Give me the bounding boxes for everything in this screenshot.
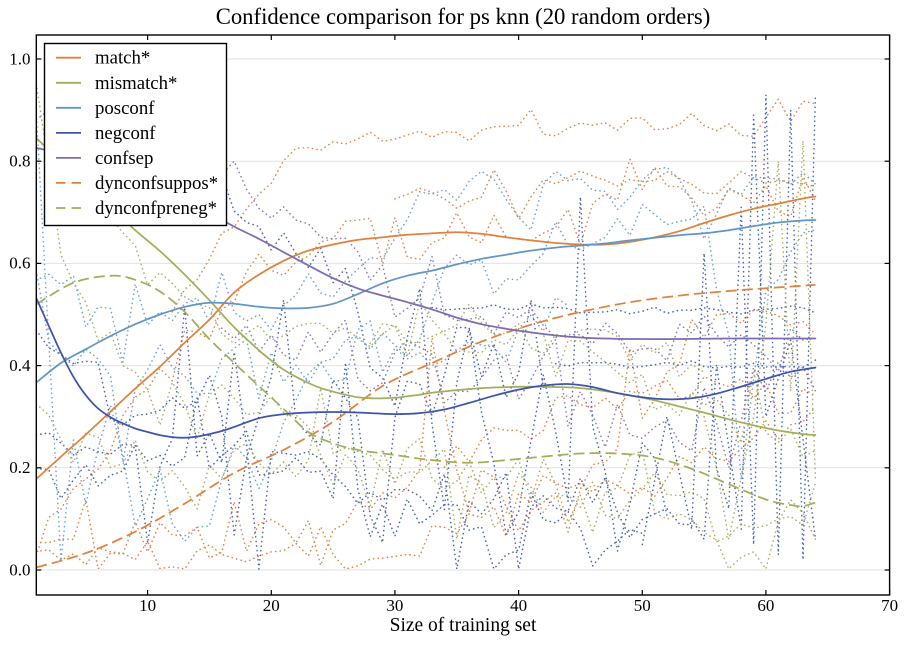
svg-text:0.4: 0.4	[9, 356, 31, 375]
svg-text:10: 10	[139, 596, 156, 615]
svg-text:0.8: 0.8	[9, 152, 30, 171]
svg-text:dynconfpreneg*: dynconfpreneg*	[95, 198, 217, 219]
svg-text:50: 50	[634, 596, 651, 615]
svg-text:70: 70	[881, 596, 898, 615]
svg-text:40: 40	[510, 596, 527, 615]
svg-text:posconf: posconf	[95, 98, 155, 119]
svg-text:confsep: confsep	[95, 148, 153, 169]
svg-text:30: 30	[386, 596, 403, 615]
svg-text:mismatch*: mismatch*	[95, 73, 177, 94]
svg-text:Confidence comparison for ps k: Confidence comparison for ps knn (20 ran…	[216, 4, 711, 29]
svg-text:0.2: 0.2	[9, 458, 30, 477]
svg-text:0.0: 0.0	[9, 560, 30, 579]
svg-text:Size of training set: Size of training set	[390, 615, 537, 636]
svg-text:60: 60	[757, 596, 774, 615]
svg-text:match*: match*	[95, 48, 150, 69]
svg-text:20: 20	[263, 596, 280, 615]
svg-text:0.6: 0.6	[9, 254, 30, 273]
svg-text:1.0: 1.0	[9, 49, 30, 68]
svg-text:negconf: negconf	[95, 123, 156, 144]
svg-text:dynconfsuppos*: dynconfsuppos*	[95, 173, 218, 194]
